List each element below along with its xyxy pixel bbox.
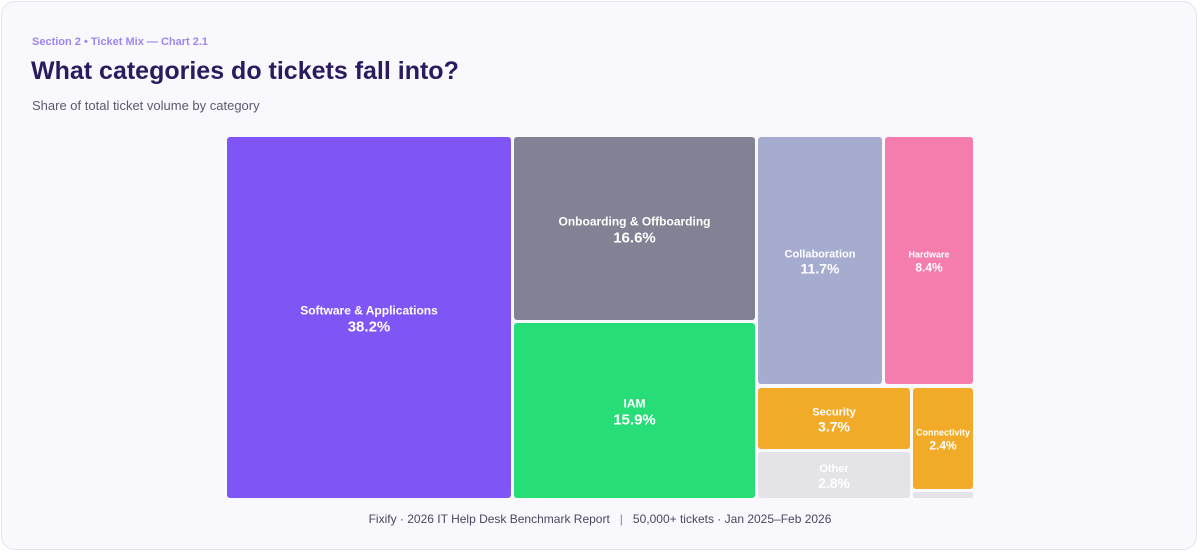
tile-sliver: [913, 492, 973, 498]
tile-value-connectivity: 2.4%: [929, 439, 957, 453]
tile-label-other: Other: [819, 463, 849, 475]
tile-label-security: Security: [812, 407, 856, 419]
tile-value-collaboration: 11.7%: [801, 261, 840, 277]
tile-value-hardware: 8.4%: [915, 261, 943, 275]
tile-connectivity: [913, 388, 973, 489]
footer-meta: 50,000+ tickets · Jan 2025–Feb 2026: [632, 512, 832, 526]
tile-label-onboarding-and-offboarding: Onboarding & Offboarding: [559, 215, 711, 229]
footer-source: Fixify · 2026 IT Help Desk Benchmark Rep…: [368, 512, 610, 526]
tile-value-onboarding-and-offboarding: 16.6%: [613, 230, 656, 247]
tile-label-software-and-applications: Software & Applications: [300, 304, 438, 318]
chart-footer: Fixify · 2026 IT Help Desk Benchmark Rep…: [0, 512, 1200, 526]
tile-onboarding-and-offboarding: [514, 137, 755, 320]
tile-value-other: 2.8%: [818, 475, 850, 491]
tile-label-collaboration: Collaboration: [785, 249, 856, 261]
chart-subtitle: Share of total ticket volume by category: [32, 98, 260, 113]
tile-other: [758, 452, 910, 498]
tile-value-software-and-applications: 38.2%: [348, 319, 391, 336]
tile-software-and-applications: [227, 137, 511, 498]
tile-collaboration: [758, 137, 882, 384]
tile-iam: [514, 323, 755, 498]
tile-security: [758, 388, 910, 449]
tile-hardware: [885, 137, 973, 384]
section-eyebrow: Section 2 • Ticket Mix — Chart 2.1: [32, 36, 209, 48]
chart-title: What categories do tickets fall into?: [31, 57, 459, 85]
tile-value-iam: 15.9%: [613, 412, 656, 429]
tile-label-connectivity: Connectivity: [916, 428, 970, 438]
tile-value-security: 3.7%: [818, 419, 850, 435]
tile-label-iam: IAM: [624, 397, 646, 411]
footer-separator: |: [619, 512, 623, 526]
tile-label-hardware: Hardware: [908, 250, 949, 260]
